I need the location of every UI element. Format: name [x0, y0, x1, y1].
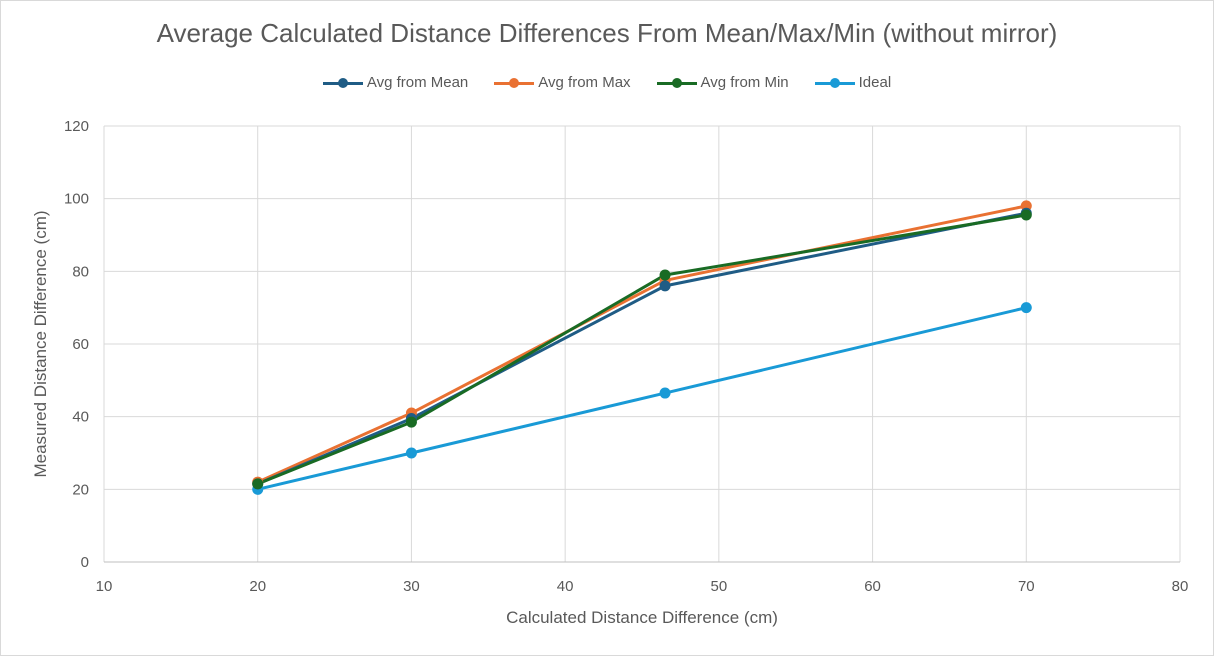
- y-tick-label: 100: [64, 191, 89, 208]
- x-tick-label: 80: [1172, 578, 1189, 595]
- y-tick-label: 60: [72, 336, 89, 353]
- series-line: [257, 204, 1027, 484]
- legend-label: Ideal: [858, 74, 892, 91]
- data-point: [659, 269, 671, 281]
- series-line: [257, 306, 1027, 491]
- chart-legend: Avg from Mean Avg from Max Avg from Min Ide…: [0, 74, 1214, 91]
- x-tick-label: 20: [249, 578, 266, 595]
- y-tick-label: 80: [72, 263, 89, 280]
- series-line: [257, 211, 1027, 486]
- x-tick-label: 70: [1018, 578, 1035, 595]
- legend-marker-icon: [656, 77, 697, 89]
- legend-label: Avg from Min: [700, 74, 789, 91]
- data-point: [405, 447, 417, 459]
- x-tick-label: 30: [403, 578, 420, 595]
- y-tick-label: 20: [72, 481, 89, 498]
- series-lines: [257, 204, 1027, 491]
- data-point: [1020, 302, 1032, 314]
- y-tick-label: 40: [72, 409, 89, 426]
- legend-item: Avg from Mean: [322, 74, 469, 91]
- y-tick-label: 120: [64, 118, 89, 135]
- x-tick-label: 40: [557, 578, 574, 595]
- legend-label: Avg from Mean: [366, 74, 469, 91]
- x-axis-label: Calculated Distance Difference (cm): [506, 608, 778, 627]
- y-axis-label: Measured Distance Difference (cm): [31, 210, 50, 477]
- legend-item: Avg from Max: [494, 74, 631, 91]
- chart-title: Average Calculated Distance Differences …: [156, 18, 1058, 48]
- legend-marker-icon: [814, 77, 855, 89]
- legend-label: Avg from Max: [538, 74, 631, 91]
- data-point: [659, 280, 671, 292]
- x-tick-label: 10: [96, 578, 113, 595]
- data-point: [659, 387, 671, 399]
- data-point: [1020, 209, 1032, 221]
- y-tick-label: 0: [81, 554, 89, 571]
- x-tick-label: 50: [711, 578, 728, 595]
- series-line: [257, 213, 1027, 486]
- legend-marker-icon: [494, 77, 535, 89]
- tick-labels: 0 20 40 60 80 100 120 10 20 30 40 50 60 70 80: [64, 118, 1188, 595]
- grid-lines: [103, 125, 1181, 563]
- legend-item: Avg from Min: [656, 74, 789, 91]
- x-tick-label: 60: [864, 578, 881, 595]
- series-points: [252, 200, 1032, 495]
- legend-marker-icon: [322, 77, 363, 89]
- data-point: [252, 478, 264, 490]
- data-point: [405, 416, 417, 428]
- legend-item: Ideal: [814, 74, 892, 91]
